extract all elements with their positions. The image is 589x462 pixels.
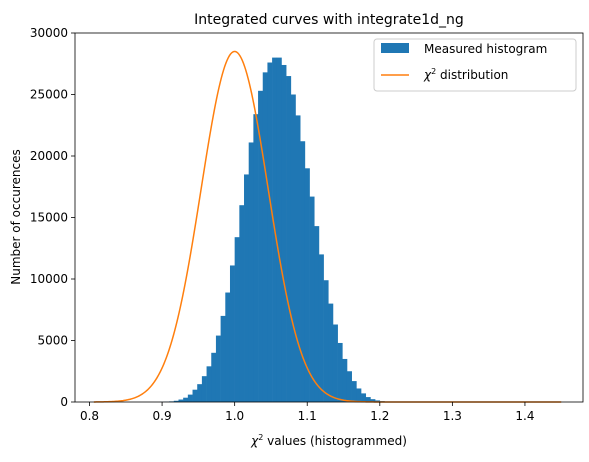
x-tick-label: 1.3: [443, 409, 462, 423]
histogram-bar: [178, 399, 184, 402]
histogram-bar: [248, 142, 254, 402]
y-tick-label: 20000: [30, 149, 68, 163]
histogram-bar: [346, 371, 352, 402]
histogram-bar: [211, 352, 217, 402]
x-tick-label: 1.4: [515, 409, 534, 423]
histogram-bar: [375, 400, 381, 402]
legend-curve-rest: distribution: [436, 68, 508, 82]
histogram-bar: [173, 400, 179, 402]
legend-swatch-histogram: [381, 43, 409, 53]
y-axis-label: Number of occurences: [9, 149, 23, 284]
y-tick-label: 15000: [30, 211, 68, 225]
histogram-bar: [239, 205, 245, 402]
y-tick-label: 10000: [30, 272, 68, 286]
x-axis-label-rest: values (histogrammed): [263, 434, 407, 448]
histogram-bar: [351, 381, 357, 402]
x-tick-label: 1.2: [370, 409, 389, 423]
histogram-bar: [365, 397, 371, 402]
legend-box: [373, 38, 577, 92]
histogram-bar: [361, 393, 367, 402]
histogram-bar: [225, 292, 231, 402]
histogram-bar: [215, 335, 221, 402]
legend-label-histogram: Measured histogram: [424, 42, 547, 56]
histogram-bar: [286, 76, 292, 403]
histogram-bar: [356, 388, 362, 402]
x-tick-label: 1.1: [298, 409, 317, 423]
legend-label-curve: χ2 distribution: [423, 67, 508, 82]
histogram-bar: [314, 226, 320, 402]
histogram-bar: [370, 399, 376, 402]
y-tick-label: 25000: [30, 88, 68, 102]
y-tick-label: 0: [60, 395, 68, 409]
x-axis-label-symbol: χ: [250, 434, 259, 448]
histogram-bar: [206, 366, 212, 402]
y-axis-ticks: 0 5000 10000 15000 20000 25000 30000: [30, 26, 75, 409]
histogram-bar: [323, 280, 329, 402]
histogram-bar: [342, 358, 348, 402]
x-tick-label: 1.0: [225, 409, 244, 423]
histogram-bar: [220, 315, 226, 402]
histogram-bar: [290, 94, 296, 402]
histogram-bar: [197, 384, 203, 402]
y-tick-label: 5000: [37, 334, 68, 348]
histogram-bar: [183, 397, 189, 402]
histogram-bar: [337, 342, 343, 402]
histogram-bar: [300, 141, 306, 403]
x-tick-label: 0.8: [80, 409, 99, 423]
histogram-bar: [187, 394, 193, 402]
histogram-bar: [276, 57, 282, 402]
histogram-bar: [253, 114, 259, 403]
histogram-bar: [304, 168, 310, 402]
x-tick-label: 0.9: [153, 409, 172, 423]
x-axis-label: χ2 values (histogrammed): [250, 433, 407, 448]
histogram-bar: [309, 196, 315, 402]
histogram-bar: [244, 174, 249, 402]
histogram-bar: [295, 115, 301, 402]
histogram-bar: [332, 324, 338, 402]
histogram-bar: [328, 303, 334, 402]
chart-title: Integrated curves with integrate1d_ng: [194, 12, 464, 28]
y-tick-label: 30000: [30, 26, 68, 40]
legend: Measured histogram χ2 distribution: [373, 38, 577, 92]
histogram-bar: [281, 64, 287, 402]
legend-curve-sup: 2: [431, 67, 436, 76]
histogram-bar: [234, 237, 240, 402]
histogram-bar: [192, 389, 198, 402]
histogram-bar: [258, 90, 264, 402]
legend-curve-symbol: χ: [423, 68, 432, 82]
histogram-bar: [201, 376, 207, 402]
x-axis-ticks: 0.8 0.9 1.0 1.1 1.2 1.3 1.4: [80, 402, 534, 423]
histogram-bar: [267, 62, 273, 403]
histogram-bar: [318, 254, 324, 402]
histogram-bar: [262, 72, 268, 403]
histogram-bar: [229, 265, 235, 402]
x-axis-label-sup: 2: [258, 433, 263, 442]
